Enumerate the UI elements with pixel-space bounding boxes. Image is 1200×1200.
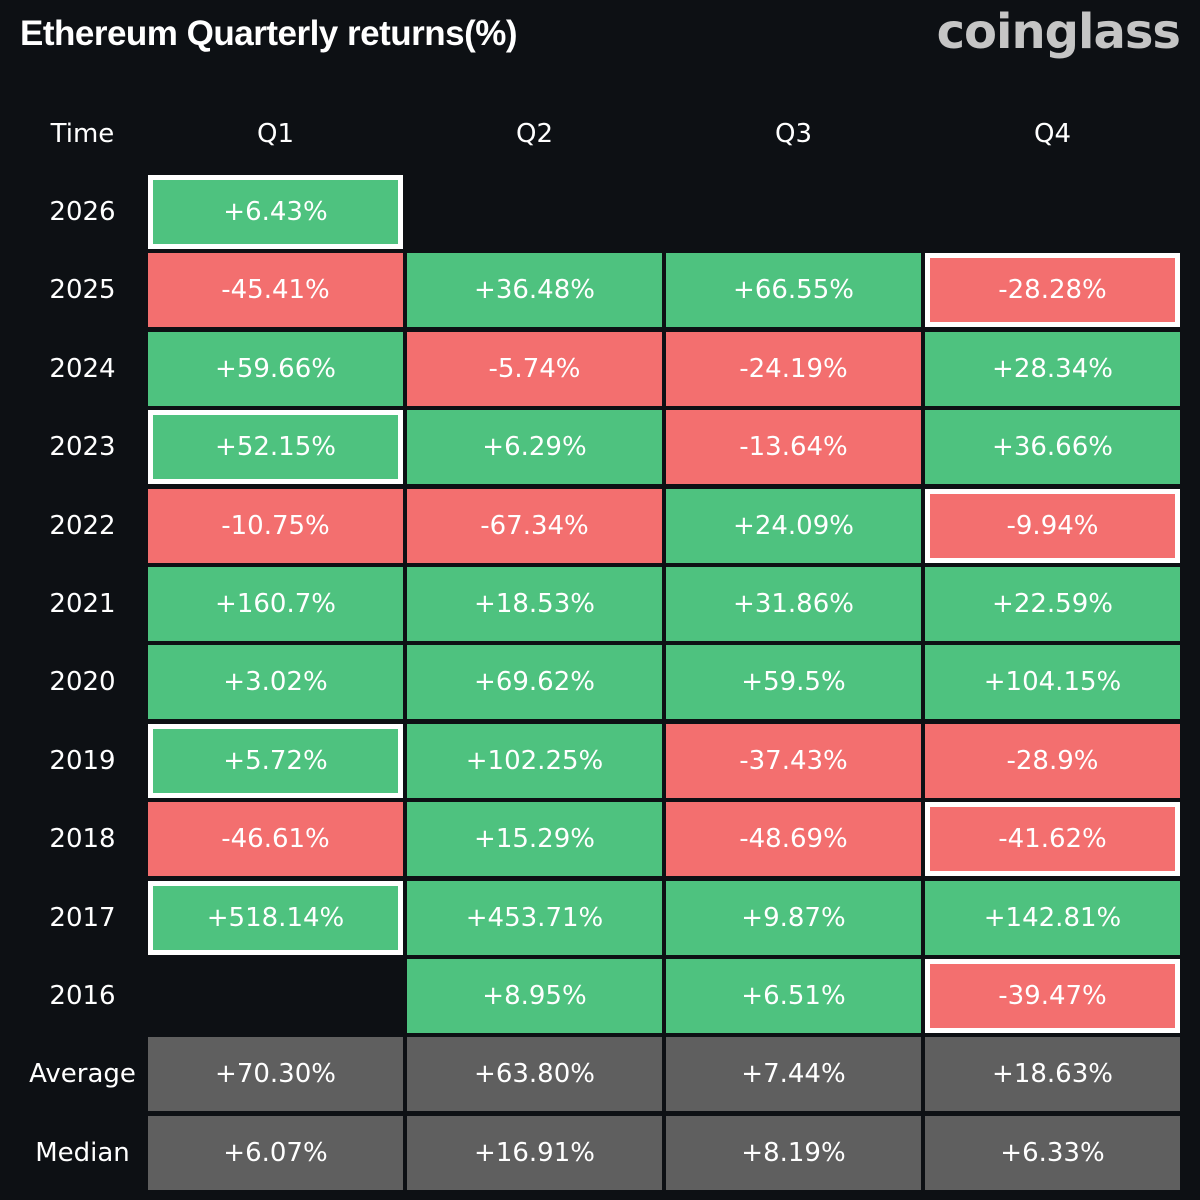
return-cell-2021-q1: +160.7% [148,567,403,641]
row-label-2019: 2019 [49,745,116,776]
return-cell-2022-q2: -67.34% [407,488,662,563]
chart-title: Ethereum Quarterly returns(%) [20,14,518,53]
row-label-average: Average [29,1059,136,1090]
median-cell-q2: +16.91% [407,1115,662,1190]
return-cell-2017-q4: +142.81% [925,880,1180,955]
return-cell-2017-q1: +518.14% [148,880,403,955]
return-cell-2021-q4: +22.59% [925,567,1180,641]
median-cell-q1: +6.07% [148,1115,403,1190]
return-cell-2023-q4: +36.66% [925,410,1180,485]
row-header-time: Time [50,119,115,149]
average-cell-q4: +18.63% [925,1037,1180,1112]
return-cell-2018-q4: -41.62% [925,802,1180,877]
return-cell-2019-q4: -28.9% [925,723,1180,798]
return-cell-2025-q4: -28.28% [925,253,1180,328]
row-label-2021: 2021 [49,589,116,619]
return-cell-2024-q1: +59.66% [148,331,403,406]
return-cell-2021-q3: +31.86% [666,567,921,641]
return-cell-2024-q2: -5.74% [407,331,662,406]
average-cell-q3: +7.44% [666,1037,921,1112]
return-cell-2016-q2: +8.95% [407,959,662,1033]
return-cell-2024-q3: -24.19% [666,331,921,406]
return-cell-2018-q1: -46.61% [148,802,403,877]
return-cell-2017-q2: +453.71% [407,880,662,955]
column-header-q4: Q4 [1033,119,1071,149]
return-cell-2023-q2: +6.29% [407,410,662,485]
return-cell-2024-q4: +28.34% [925,331,1180,406]
average-cell-q1: +70.30% [148,1037,403,1112]
row-label-2016: 2016 [49,981,116,1011]
row-label-median: Median [35,1137,130,1168]
return-cell-2021-q2: +18.53% [407,567,662,641]
return-cell-2020-q1: +3.02% [148,645,403,720]
return-cell-2018-q2: +15.29% [407,802,662,877]
returns-table: Time Q1 Q2 Q3 Q4 2026 +6.43% 2025 -45.41% +36.48%… [20,97,1180,1193]
row-label-2022: 2022 [49,510,116,541]
row-label-2023: 2023 [49,432,116,463]
row-label-2025: 2025 [49,275,116,306]
return-cell-2020-q2: +69.62% [407,645,662,720]
return-cell-2020-q3: +59.5% [666,645,921,720]
row-label-2018: 2018 [49,824,116,855]
return-cell-2022-q3: +24.09% [666,488,921,563]
return-cell-2019-q2: +102.25% [407,723,662,798]
return-cell-2019-q1: +5.72% [148,723,403,798]
return-cell-2023-q3: -13.64% [666,410,921,485]
brand-logo: coinglass [936,4,1181,60]
return-cell-2019-q3: -37.43% [666,723,921,798]
return-cell-2017-q3: +9.87% [666,880,921,955]
row-label-2024: 2024 [49,353,116,384]
median-cell-q4: +6.33% [925,1115,1180,1190]
row-label-2020: 2020 [49,667,116,698]
return-cell-2022-q1: -10.75% [148,488,403,563]
return-cell-2025-q3: +66.55% [666,253,921,328]
return-cell-2022-q4: -9.94% [925,488,1180,563]
return-cell-2025-q2: +36.48% [407,253,662,328]
column-header-q3: Q3 [774,119,812,149]
average-cell-q2: +63.80% [407,1037,662,1112]
median-cell-q3: +8.19% [666,1115,921,1190]
column-header-q2: Q2 [515,119,553,149]
return-cell-2016-q4: -39.47% [925,959,1180,1033]
return-cell-2023-q1: +52.15% [148,410,403,485]
return-cell-2016-q3: +6.51% [666,959,921,1033]
return-cell-2026-q1: +6.43% [148,175,403,249]
row-label-2017: 2017 [49,902,116,933]
return-cell-2018-q3: -48.69% [666,802,921,877]
row-label-2026: 2026 [49,197,116,227]
return-cell-2020-q4: +104.15% [925,645,1180,720]
return-cell-2025-q1: -45.41% [148,253,403,328]
column-header-q1: Q1 [256,119,294,149]
